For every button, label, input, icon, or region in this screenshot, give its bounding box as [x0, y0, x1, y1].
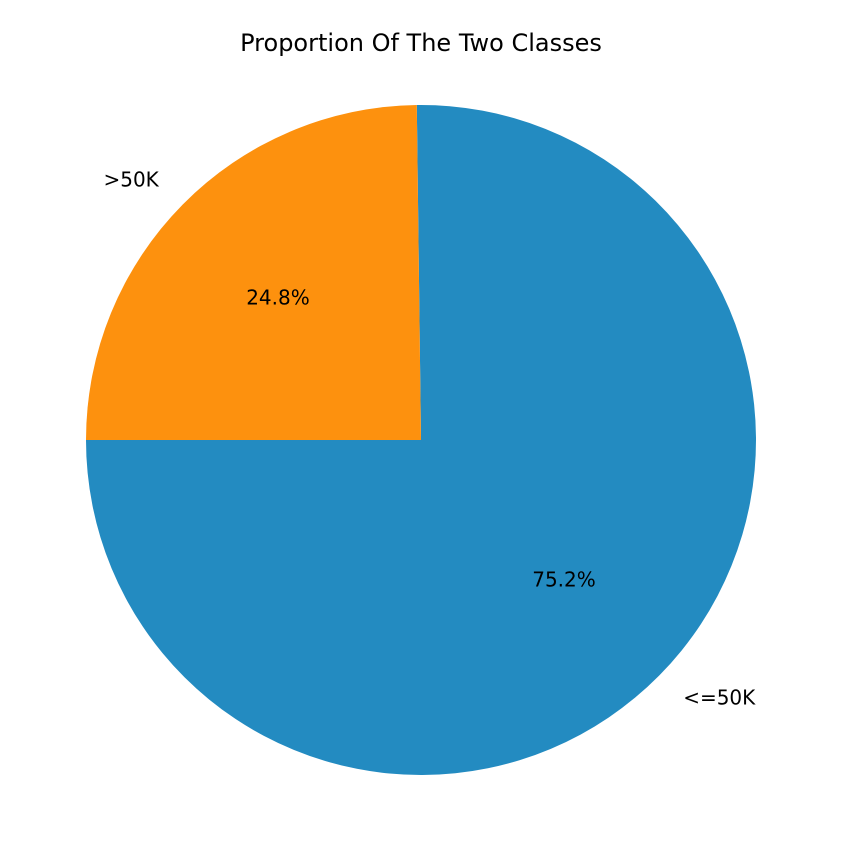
pie-slice: [86, 105, 421, 440]
slice-label: >50K: [103, 168, 159, 192]
pie-slice: [86, 105, 756, 776]
slice-label: <=50K: [683, 685, 756, 709]
percent-label: 75.2%: [532, 568, 596, 592]
percent-label: 24.8%: [246, 285, 310, 309]
chart-title: Proportion Of The Two Classes: [240, 29, 602, 57]
